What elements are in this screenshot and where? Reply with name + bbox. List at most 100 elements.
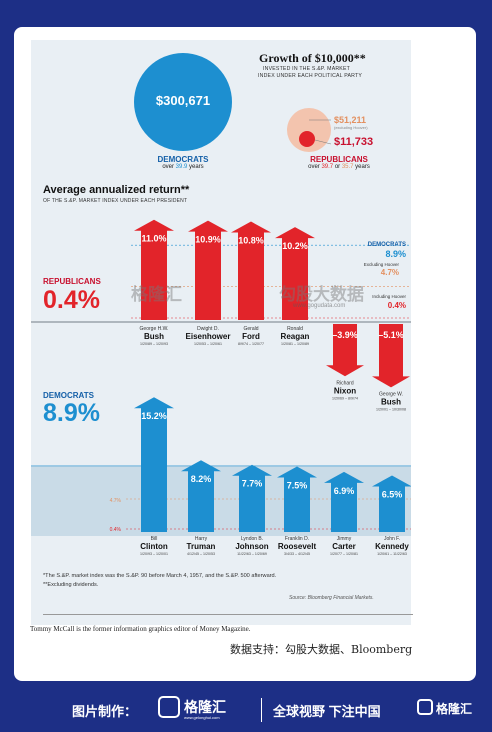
growth-subtitle-2: INDEX UNDER EACH POLITICAL PARTY <box>258 73 363 79</box>
rep-bar-eisenhower-1-dates: 1/20/53 – 1/20/61 <box>194 342 222 346</box>
rep-bar-reagan-3-value: 10.2% <box>282 241 308 251</box>
dem-growth-years: over 39.9 years <box>143 164 223 170</box>
rep-bar-nixon-4 <box>326 324 364 377</box>
dem-party-label: DEMOCRATS <box>43 391 94 400</box>
footer-brand-url: www.gelonghui.com <box>184 715 220 720</box>
dem-bar-carter-4-value: 6.9% <box>334 486 355 496</box>
footer-divider <box>261 698 262 722</box>
rep-bar-nixon-4-first: Richard <box>336 380 353 386</box>
ref-dem-value: 8.9% <box>385 249 406 259</box>
rep-bar-eisenhower-1 <box>188 220 228 320</box>
rep-baseline <box>31 321 411 323</box>
dem-bar-kennedy-5-dates: 1/20/61 – 11/22/63 <box>377 552 407 556</box>
credit-line: Tommy McCall is the former information g… <box>30 625 251 633</box>
watermark-brand: 格隆汇 <box>131 285 182 304</box>
dem-bar-clinton-0-last: Clinton <box>140 542 168 551</box>
source-note: Source: Bloomberg Financial Markets. <box>289 595 374 601</box>
rep-bar-nixon-4-dates: 1/20/69 – 8/9/74 <box>332 396 358 400</box>
rep-bar-nixon-4-value: –3.9% <box>332 330 358 340</box>
dem-growth-circle <box>134 53 232 151</box>
rep-bar-ford-2-dates: 8/9/74 – 1/20/77 <box>238 342 264 346</box>
gelonghui-logo-icon-2 <box>417 699 433 715</box>
rep-bar-reagan-3-first: Ronald <box>287 326 303 332</box>
section-subtitle: OF THE S.&P. MARKET INDEX UNDER EACH PRE… <box>43 198 188 204</box>
footer-brand-2: 格隆汇 <box>436 702 473 716</box>
rep-party-average: 0.4% <box>43 286 100 314</box>
footer-slogan: 全球视野 下注中国 <box>273 704 381 719</box>
ref-dem-label: DEMOCRATS <box>368 242 406 248</box>
rep-years-b: 35.7 <box>341 164 354 170</box>
rep-growth-years: over 39.7 or 35.7 years <box>289 164 389 170</box>
rep-bar-bush-5-value: –5.1% <box>378 330 404 340</box>
infographic-card: Growth of $10,000** INVESTED IN THE S.&P… <box>14 27 476 681</box>
dem-bar-truman-1-value: 8.2% <box>191 474 212 484</box>
rep-bar-bush-5-dates: 1/20/01 – 10/30/08 <box>376 407 406 411</box>
dem-bar-kennedy-5-value: 6.5% <box>382 490 403 500</box>
dem-bar-roosevelt-3-value: 7.5% <box>287 481 308 491</box>
rep-bar-ford-2-first: Gerald <box>243 326 258 332</box>
rep-years-suffix: years <box>353 164 370 170</box>
rep-bar-eisenhower-1-value: 10.9% <box>195 235 221 245</box>
rep-bar-bush-0-last: Bush <box>144 332 164 341</box>
rep-growth-value: $11,733 <box>334 136 374 148</box>
rep-growth-circle <box>299 131 315 147</box>
gelonghui-logo-icon <box>158 696 180 718</box>
footer-brand: 格隆汇 <box>184 699 226 715</box>
ref-rep-ex-value: 4.7% <box>381 268 399 277</box>
rep-bar-bush-5-last: Bush <box>381 397 401 406</box>
rep-bar-ford-2 <box>231 221 271 320</box>
dem-party-average: 8.9% <box>43 399 100 427</box>
rep-bar-reagan-3-last: Reagan <box>281 332 310 341</box>
rep-bar-ford-2-last: Ford <box>242 332 260 341</box>
dem-bar-carter-4-dates: 1/20/77 – 1/20/81 <box>330 552 358 556</box>
dem-bar-truman-1-last: Truman <box>187 542 216 551</box>
data-support: 数据支持：勾股大数据、Bloomberg <box>230 643 413 656</box>
footnote-divider <box>43 614 413 615</box>
dem-bar-johnson-2-value: 7.7% <box>242 479 263 489</box>
rep-leader <box>314 139 332 145</box>
infographic-panel: Growth of $10,000** INVESTED IN THE S.&P… <box>31 40 413 625</box>
rep-bar-eisenhower-1-first: Dwight D. <box>197 326 219 332</box>
rep-years-a: 39.7 <box>321 164 334 170</box>
dem-bar-carter-4-last: Carter <box>332 542 356 551</box>
rep-bar-ford-2-value: 10.8% <box>238 236 264 246</box>
dem-bar-roosevelt-3 <box>277 466 317 532</box>
dem-bar-kennedy-5-first: John F. <box>384 536 400 542</box>
dem-bar-carter-4-first: Jimmy <box>337 536 352 542</box>
rep-bar-reagan-3 <box>275 227 315 320</box>
dem-bar-clinton-0-value: 15.2% <box>141 411 167 421</box>
footer-bar: 图片制作： 格隆汇 www.gelonghui.com 全球视野 下注中国 格隆… <box>0 690 492 732</box>
tick-47: 4.7% <box>110 498 122 504</box>
dem-years-suffix: years <box>187 164 204 170</box>
ref-rep-in-value: 0.4% <box>388 301 406 310</box>
dem-bar-roosevelt-3-first: Franklin D. <box>285 536 309 542</box>
rep-growth-ex-note: (excluding Hoover) <box>334 125 368 130</box>
ref-rep-in-label: Including Hoover <box>372 294 406 299</box>
rep-bar-eisenhower-1-last: Eisenhower <box>186 332 231 341</box>
growth-title: Growth of $10,000** <box>259 51 366 65</box>
dem-bar-clinton-0 <box>134 397 174 532</box>
rep-bar-bush-5 <box>372 324 410 388</box>
dem-bar-roosevelt-3-dates: 3/4/33 – 4/12/45 <box>284 552 310 556</box>
section-title: Average annualized return** <box>43 184 190 196</box>
rep-bar-bush-0-value: 11.0% <box>141 234 166 244</box>
rep-growth-value-ex: $51,211 <box>334 115 367 125</box>
watermark-text: 勾股大数据 <box>279 285 364 304</box>
dem-growth-value: $300,671 <box>155 93 211 108</box>
dem-bar-johnson-2-last: Johnson <box>235 542 268 551</box>
dem-bar-roosevelt-3-last: Roosevelt <box>278 542 317 551</box>
dem-bar-johnson-2-dates: 11/22/63 – 1/20/69 <box>237 552 267 556</box>
growth-circles <box>134 53 332 152</box>
dem-bar-clinton-0-first: Bill <box>151 536 158 542</box>
watermark-url: www.gogudata.com <box>293 303 346 309</box>
rep-growth-label: REPUBLICANS <box>310 155 368 164</box>
growth-subtitle-1: INVESTED IN THE S.&P. MARKET <box>263 66 350 72</box>
footnote-2: **Excluding dividends. <box>43 582 99 588</box>
dem-years: 39.9 <box>175 164 188 170</box>
dem-bar-carter-4 <box>324 471 364 532</box>
footer-made-by: 图片制作： <box>72 704 138 719</box>
dem-bar-johnson-2-first: Lyndon B. <box>241 536 263 542</box>
rep-years-or: or <box>333 164 342 170</box>
rep-bar-bush-0 <box>134 219 174 320</box>
